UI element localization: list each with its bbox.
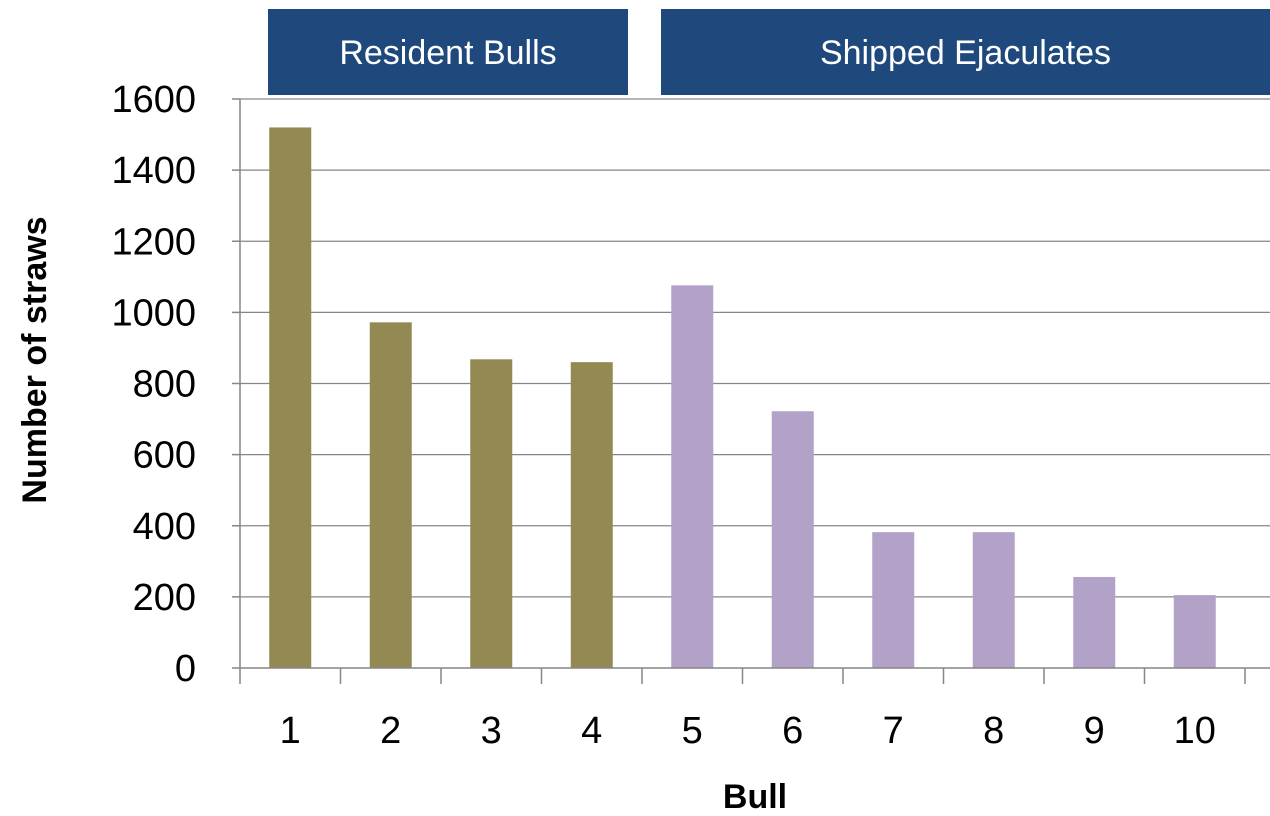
group-header-label: Resident Bulls [339,34,556,72]
bar-bull-4 [570,362,613,668]
bar-bull-5 [671,285,714,668]
y-tick-label: 600 [133,435,196,477]
y-tick-label: 800 [133,364,196,406]
tick-labels: 0 200 400 600 800 1000 1200 1400 1600 1 2 3 4 5 6 7 8 9 10 [111,79,1215,752]
bar-bull-3 [470,359,513,668]
y-tick-label: 1000 [111,292,196,334]
x-axis-title: Bull [723,778,787,816]
y-axis-title: Number of straws [16,216,54,503]
x-tick-label: 10 [1174,710,1216,752]
group-header-layer: Resident Bulls Shipped Ejaculates [268,9,1270,95]
x-tick-label: 6 [782,710,803,752]
x-tick-label: 3 [481,710,502,752]
bar-bull-6 [771,411,814,668]
group-header-box [661,9,1270,95]
bar-bull-10 [1173,595,1216,668]
bar-bull-8 [972,532,1015,668]
gridlines [240,98,1270,598]
y-tick-label: 1400 [111,150,196,192]
axes [232,98,1270,684]
y-tick-label: 0 [175,648,196,690]
bar-bull-1 [269,127,312,668]
x-tick-label: 7 [883,710,904,752]
x-tick-label: 8 [983,710,1004,752]
y-tick-label: 400 [133,506,196,548]
x-tick-label: 1 [280,710,301,752]
y-tick-label: 1200 [111,221,196,263]
bar-bull-9 [1073,576,1116,668]
group-header-label: Shipped Ejaculates [820,34,1111,72]
bars [269,127,1216,668]
bar-bull-2 [369,322,412,668]
x-tick-label: 4 [581,710,602,752]
x-tick-label: 9 [1084,710,1105,752]
bar-bull-7 [872,532,915,668]
y-tick-label: 1600 [111,79,196,121]
x-tick-label: 5 [682,710,703,752]
x-tick-label: 2 [380,710,401,752]
y-tick-label: 200 [133,577,196,619]
group-header-box [268,9,628,95]
